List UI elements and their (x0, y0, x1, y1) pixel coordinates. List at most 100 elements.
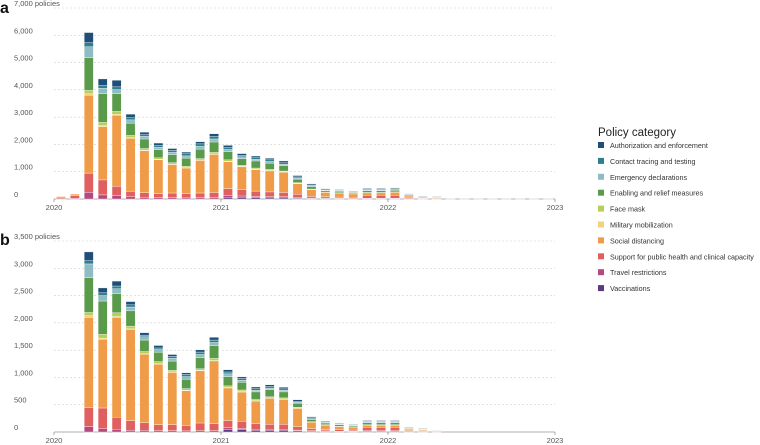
bar-segment (139, 422, 150, 431)
bar-segment (251, 400, 261, 424)
bar-segment (223, 188, 233, 196)
y-tick-label: 0 (14, 190, 18, 199)
chart-panel-a: 0 1,000 2,000 3,000 4,000 5,000 6,000 7,000 pol… (14, 0, 563, 212)
bar-segment (278, 160, 289, 164)
y-tick-label: 3,000 (14, 108, 33, 117)
bar-segment (278, 430, 289, 433)
bar-segment (306, 416, 317, 418)
bar-segment (251, 197, 261, 200)
bar-segment (237, 429, 247, 433)
x-tick-label: 2022 (380, 436, 397, 445)
bar-segment (195, 422, 205, 431)
bar-segment (125, 420, 136, 431)
bar-segment (195, 143, 205, 147)
bar-segment (278, 162, 289, 165)
panel-label-b: b (0, 232, 10, 249)
bar-segment (251, 386, 261, 389)
legend-swatch (598, 237, 604, 244)
legend-item-label: Travel restrictions (610, 268, 667, 277)
legend-item-label: Enabling and relief measures (610, 189, 703, 198)
bar-segment (125, 117, 136, 121)
bar-segment (264, 387, 275, 390)
bar-segment (111, 312, 122, 317)
legend-swatch (598, 205, 604, 212)
bar-segment (97, 88, 108, 94)
bar-segment (111, 285, 122, 289)
bar-segment (264, 389, 275, 397)
bar-segment (264, 159, 275, 162)
bar-segment (153, 361, 164, 364)
bar-segment (306, 422, 317, 429)
bar-segment (139, 336, 150, 341)
bar-segment (181, 372, 191, 375)
bar-segment (251, 390, 261, 393)
bar-segment (209, 141, 219, 153)
bar-segment (84, 95, 94, 174)
bar-segment (362, 422, 372, 425)
legend: Policy category Authorization and enforce… (598, 127, 754, 293)
bar-segment (167, 358, 178, 362)
y-tick-label: 2,500 (14, 287, 33, 296)
bar-segment (306, 196, 317, 199)
bar-segment (334, 196, 345, 199)
bar-segment (209, 430, 219, 433)
bar-segment (278, 424, 289, 430)
bar-segment (223, 376, 233, 387)
bar-segment (292, 194, 303, 198)
legend-item-label: Military mobilization (610, 221, 673, 230)
legend-swatch (598, 173, 604, 180)
bar-segment (125, 119, 136, 124)
bar-segment (306, 183, 317, 186)
bar-segment (195, 351, 205, 355)
bar-segment (264, 158, 275, 161)
bar-segment (209, 360, 219, 424)
bar-segment (390, 425, 400, 428)
bar-segment (97, 295, 108, 302)
bar-segment (237, 155, 247, 158)
bar-segment (334, 429, 345, 432)
bar-segment (111, 111, 122, 115)
bar-segment (223, 373, 233, 377)
bar-segment (97, 334, 108, 339)
bar-segment (97, 122, 108, 126)
bar-segment (195, 148, 205, 159)
bar-segment (334, 191, 345, 193)
bar-segment (153, 363, 164, 425)
bar-segment (390, 192, 400, 196)
bar-segment (167, 372, 178, 425)
bar-segment (84, 46, 94, 58)
bar-segment (167, 356, 178, 359)
bar-segment (348, 424, 358, 426)
bar-segment (181, 390, 191, 426)
bar-segment (292, 403, 303, 408)
bar-segment (209, 339, 219, 343)
bar-segment (348, 193, 358, 198)
bar-segment (97, 300, 108, 335)
bar-segment (56, 196, 66, 198)
bar-segment (320, 420, 331, 423)
bar-segment (139, 134, 150, 137)
bar-segment (320, 188, 331, 190)
bar-segment (264, 430, 275, 433)
bar-segment (223, 387, 233, 421)
bar-segment (153, 149, 164, 158)
bar-segment (111, 280, 122, 287)
legend-swatch (598, 253, 604, 260)
bar-segment (153, 352, 164, 362)
bar-segment (237, 153, 247, 156)
bar-segment (181, 376, 191, 380)
legend-item-label: Support for public health and clinical c… (610, 252, 754, 261)
bar-segment (97, 179, 108, 196)
bar-segment (111, 429, 122, 433)
bar-segment (181, 167, 191, 194)
bar-segment (264, 397, 275, 425)
x-tick-label: 2021 (213, 203, 230, 212)
bar-segment (264, 161, 275, 164)
bar-segment (320, 422, 331, 425)
bar-segment (84, 57, 94, 91)
y-tick-label: 1,000 (14, 368, 33, 377)
y-tick-label: 0 (14, 423, 18, 432)
bar-segment (348, 426, 358, 431)
bar-segment (209, 154, 219, 193)
bar-segment (111, 93, 122, 112)
